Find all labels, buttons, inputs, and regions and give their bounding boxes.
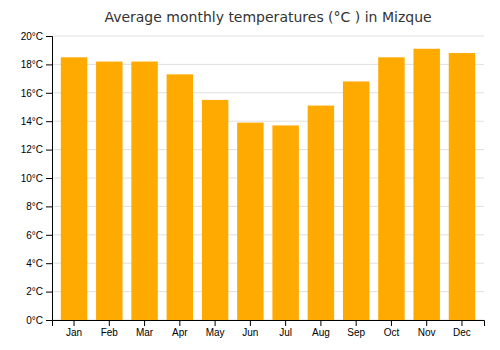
bar [308, 106, 334, 320]
tick-label: 8°C [26, 201, 43, 212]
bar [167, 74, 193, 320]
tick: Dec [453, 320, 471, 338]
axis-line [46, 37, 53, 321]
bar [96, 62, 122, 320]
tick-mark [356, 320, 357, 326]
tick: 2°C [26, 286, 52, 297]
chart: 0°C 2°C 4°C 6°C 8°C 10°C 12°C 14°C 16°C 18°C 20°C J… [0, 0, 500, 350]
tick-label: Jun [242, 327, 258, 338]
y-axis: 0°C 2°C 4°C 6°C 8°C 10°C 12°C 14°C 16°C 18°C 20°C [21, 31, 53, 326]
tick-mark [250, 320, 251, 326]
tick-label: Sep [347, 327, 365, 338]
tick: 0°C [26, 315, 52, 326]
tick: Jan [66, 320, 82, 338]
tick: 20°C [21, 31, 52, 42]
tick-mark [285, 320, 286, 326]
tick-label: Aug [312, 327, 330, 338]
tick-label: Mar [136, 327, 154, 338]
bar [378, 57, 404, 320]
tick: Apr [172, 320, 188, 338]
tick: Jun [242, 320, 258, 338]
tick-mark [46, 150, 52, 151]
tick: Nov [418, 320, 436, 338]
tick-mark [426, 320, 427, 326]
tick-mark [144, 320, 145, 326]
tick-label: 16°C [21, 88, 43, 99]
bar [272, 125, 298, 320]
plot: 0°C 2°C 4°C 6°C 8°C 10°C 12°C 14°C 16°C 18°C 20°C J… [21, 31, 485, 338]
tick: Sep [347, 320, 365, 338]
tick-mark [320, 320, 321, 326]
tick-label: Apr [172, 327, 188, 338]
tick-mark [74, 320, 75, 326]
tick: 4°C [26, 258, 52, 269]
bar [449, 53, 475, 320]
tick-label: May [206, 327, 225, 338]
tick-label: Jul [279, 327, 292, 338]
tick-mark [46, 206, 52, 207]
tick: Oct [384, 320, 400, 338]
tick-mark [46, 64, 52, 65]
tick-label: 0°C [26, 315, 43, 326]
tick-label: 2°C [26, 286, 43, 297]
tick-label: Dec [453, 327, 471, 338]
grid-line [52, 36, 484, 37]
tick-label: Feb [101, 327, 119, 338]
tick: Jul [279, 320, 292, 338]
tick-mark [391, 320, 392, 326]
tick-mark [461, 320, 462, 326]
bar [202, 100, 228, 320]
tick: May [206, 320, 225, 338]
tick-label: Jan [66, 327, 82, 338]
tick-mark [215, 320, 216, 326]
tick-mark [46, 292, 52, 293]
tick-mark [46, 36, 52, 37]
tick: 18°C [21, 59, 52, 70]
bars [61, 49, 475, 320]
tick: 8°C [26, 201, 52, 212]
tick: 10°C [21, 173, 52, 184]
tick-label: 4°C [26, 258, 43, 269]
tick-label: 6°C [26, 230, 43, 241]
tick-label: 12°C [21, 144, 43, 155]
tick-mark [46, 235, 52, 236]
grid [52, 36, 484, 320]
tick: 16°C [21, 88, 52, 99]
tick: 12°C [21, 144, 52, 155]
bar [131, 62, 157, 320]
tick: 6°C [26, 230, 52, 241]
bar [237, 123, 263, 320]
tick: Aug [312, 320, 330, 338]
tick-label: 14°C [21, 116, 43, 127]
tick-label: 18°C [21, 59, 43, 70]
axis-line [53, 321, 485, 327]
tick: 14°C [21, 116, 52, 127]
tick-label: Nov [418, 327, 436, 338]
tick-mark [109, 320, 110, 326]
tick-mark [46, 263, 52, 264]
tick-mark [46, 93, 52, 94]
title: Average monthly temperatures (°C ) in Mi… [104, 9, 431, 25]
bar [61, 57, 87, 320]
tick-label: Oct [384, 327, 400, 338]
bar [413, 49, 439, 320]
x-axis: Jan Feb Mar Apr May Jun Jul Aug Sep Oct Nov Dec [53, 320, 485, 338]
tick-label: 20°C [21, 31, 43, 42]
tick: Feb [101, 320, 119, 338]
tick-mark [179, 320, 180, 326]
tick: Mar [136, 320, 154, 338]
tick-label: 10°C [21, 173, 43, 184]
tick-mark [46, 178, 52, 179]
bar [343, 81, 369, 320]
tick-mark [46, 121, 52, 122]
tick-mark [46, 320, 52, 321]
